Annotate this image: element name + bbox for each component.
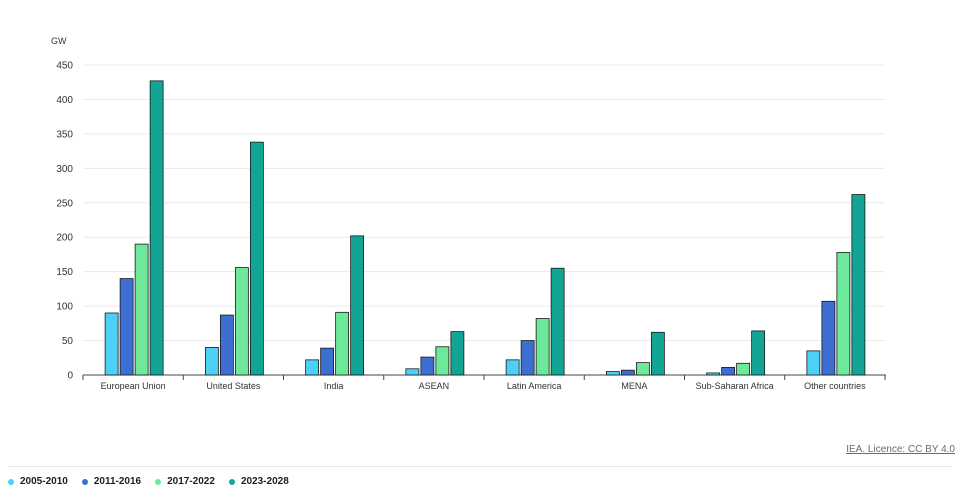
- bar-2005-2010-asean: [405, 368, 420, 376]
- legend-label: 2005-2010: [20, 476, 68, 487]
- legend-item[interactable]: 2005-2010: [8, 476, 68, 487]
- bar-2017-2022-other-countries: [836, 251, 851, 376]
- bar-2005-2010-latin-america: [505, 359, 520, 376]
- bar-2011-2016-united-states: [219, 314, 234, 376]
- x-tick-label: European Union: [101, 381, 166, 391]
- x-tick-label: Other countries: [804, 381, 866, 391]
- bar-2011-2016-sub-saharan-africa: [721, 367, 736, 376]
- bar-2023-2028-asean: [450, 331, 465, 376]
- legend-label: 2011-2016: [93, 476, 142, 487]
- bar-2005-2010-other-countries: [806, 350, 821, 376]
- y-tick-label: 450: [56, 61, 73, 72]
- x-tick-label: India: [324, 381, 344, 391]
- y-tick-label: 400: [56, 95, 73, 106]
- bar-2017-2022-united-states: [234, 267, 249, 376]
- bar-2011-2016-european-union: [119, 278, 134, 376]
- bar-2005-2010-india: [305, 359, 320, 376]
- legend-swatch: [155, 478, 162, 485]
- legend-item[interactable]: 2023-2028: [228, 476, 289, 487]
- y-tick-label: 350: [56, 129, 73, 140]
- bar-2011-2016-latin-america: [520, 340, 535, 376]
- x-tick-label: Sub-Saharan Africa: [696, 381, 774, 391]
- bar-2023-2028-latin-america: [550, 267, 565, 376]
- legend-divider: [8, 466, 952, 467]
- x-tick-label: MENA: [621, 381, 647, 391]
- licence-link[interactable]: IEA. Licence: CC BY 4.0: [846, 444, 955, 455]
- bar-2023-2028-sub-saharan-africa: [751, 330, 766, 376]
- y-tick-label: 300: [56, 164, 73, 175]
- bar-2023-2028-mena: [650, 331, 665, 376]
- bar-2017-2022-asean: [435, 346, 450, 376]
- bar-2005-2010-united-states: [204, 347, 219, 376]
- legend-swatch: [8, 478, 14, 485]
- bar-2023-2028-european-union: [149, 80, 164, 376]
- bar-2011-2016-asean: [420, 356, 435, 376]
- y-tick-label: 200: [56, 233, 73, 244]
- x-tick-label: ASEAN: [419, 381, 450, 391]
- bar-2017-2022-mena: [635, 362, 650, 376]
- bar-2005-2010-mena: [605, 371, 620, 376]
- legend-label: 2023-2028: [240, 476, 289, 487]
- bar-2011-2016-india: [320, 347, 335, 376]
- legend-item[interactable]: 2011-2016: [81, 476, 142, 487]
- y-tick-label: 0: [67, 371, 73, 382]
- bar-2023-2028-other-countries: [851, 194, 866, 376]
- bar-2017-2022-european-union: [134, 243, 149, 376]
- y-tick-label: 250: [56, 198, 73, 209]
- y-tick-label: 150: [56, 267, 73, 278]
- bar-2017-2022-latin-america: [535, 318, 550, 376]
- legend: 2005-2010 2011-2016 2017-2022 2023-2028: [8, 476, 289, 487]
- legend-swatch: [81, 478, 88, 485]
- y-tick-label: 100: [56, 302, 73, 313]
- x-tick-label: Latin America: [507, 381, 562, 391]
- bar-2005-2010-european-union: [104, 312, 119, 376]
- y-axis-label: GW: [51, 36, 67, 46]
- bar-2023-2028-united-states: [249, 141, 264, 376]
- bar-2011-2016-other-countries: [821, 300, 836, 376]
- bar-2011-2016-mena: [620, 369, 635, 376]
- bar-2023-2028-india: [350, 235, 365, 376]
- legend-swatch: [228, 478, 235, 485]
- bar-2017-2022-india: [335, 311, 350, 376]
- bar-2017-2022-sub-saharan-africa: [736, 362, 751, 376]
- legend-label: 2017-2022: [167, 476, 215, 487]
- y-tick-label: 50: [62, 336, 74, 347]
- x-tick-label: United States: [206, 381, 261, 391]
- legend-item[interactable]: 2017-2022: [155, 476, 215, 487]
- bar-2005-2010-sub-saharan-africa: [706, 372, 721, 376]
